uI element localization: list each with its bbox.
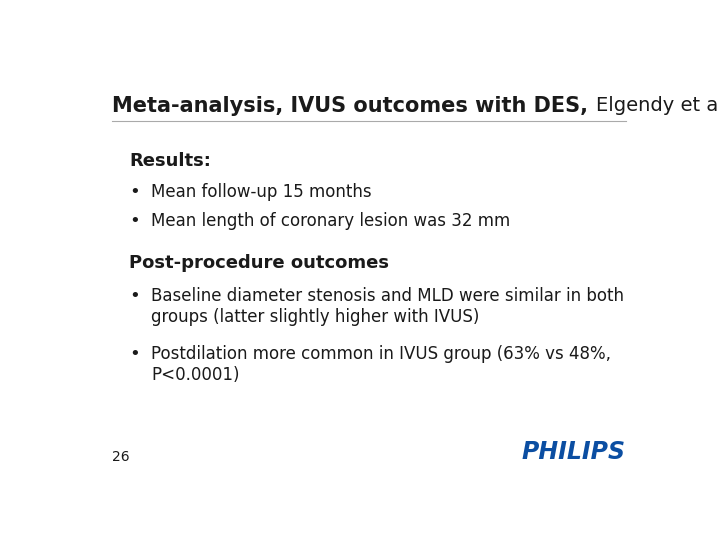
Text: Mean length of coronary lesion was 32 mm: Mean length of coronary lesion was 32 mm [151, 212, 510, 231]
Text: Meta-analysis, IVUS outcomes with DES,: Meta-analysis, IVUS outcomes with DES, [112, 96, 595, 116]
Text: Mean follow-up 15 months: Mean follow-up 15 months [151, 183, 372, 201]
Text: Baseline diameter stenosis and MLD were similar in both
groups (latter slightly : Baseline diameter stenosis and MLD were … [151, 287, 624, 326]
Text: Post-procedure outcomes: Post-procedure outcomes [129, 254, 389, 272]
Text: •: • [129, 183, 140, 201]
Text: Elgendy et al 2016: Elgendy et al 2016 [595, 96, 720, 115]
Text: •: • [129, 212, 140, 231]
Text: 26: 26 [112, 450, 130, 464]
Text: •: • [129, 346, 140, 363]
Text: Results:: Results: [129, 152, 211, 170]
Text: •: • [129, 287, 140, 305]
Text: PHILIPS: PHILIPS [522, 440, 626, 464]
Text: Postdilation more common in IVUS group (63% vs 48%,
P<0.0001): Postdilation more common in IVUS group (… [151, 346, 611, 384]
